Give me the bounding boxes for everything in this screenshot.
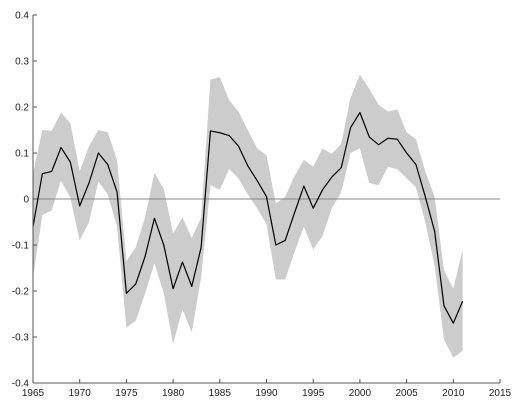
x-tick-label: 2010 — [442, 388, 465, 399]
x-tick-label: 2015 — [489, 388, 512, 399]
x-tick-label: 1995 — [302, 388, 325, 399]
y-tick-label: -0.3 — [12, 333, 30, 344]
x-tick-label: 2005 — [395, 388, 418, 399]
confidence-band — [33, 74, 463, 358]
y-tick-label: 0.1 — [15, 149, 29, 160]
x-tick-label: 1970 — [69, 388, 92, 399]
x-tick-label: 1965 — [22, 388, 45, 399]
x-tick-label: 1980 — [162, 388, 185, 399]
y-tick-label: 0.4 — [15, 11, 29, 22]
series-line-layer — [32, 111, 464, 324]
series-line — [32, 111, 464, 324]
confidence-band-layer — [33, 74, 463, 358]
y-tick-label: -0.2 — [12, 287, 30, 298]
y-tick-label: 0.3 — [15, 57, 29, 68]
y-tick-label: -0.4 — [12, 379, 30, 390]
y-tick-label: 0 — [23, 195, 29, 206]
y-tick-label: -0.1 — [12, 241, 30, 252]
x-tick-label: 1985 — [209, 388, 232, 399]
axes: -0.4 -0.3 -0.2 -0.1 0 0.1 0.2 0.3 0.4 1965 1970 197… — [12, 11, 512, 400]
y-tick-label: 0.2 — [15, 103, 29, 114]
x-tick-label: 1990 — [255, 388, 278, 399]
x-tick-label: 2000 — [349, 388, 372, 399]
x-tick-label: 1975 — [115, 388, 138, 399]
